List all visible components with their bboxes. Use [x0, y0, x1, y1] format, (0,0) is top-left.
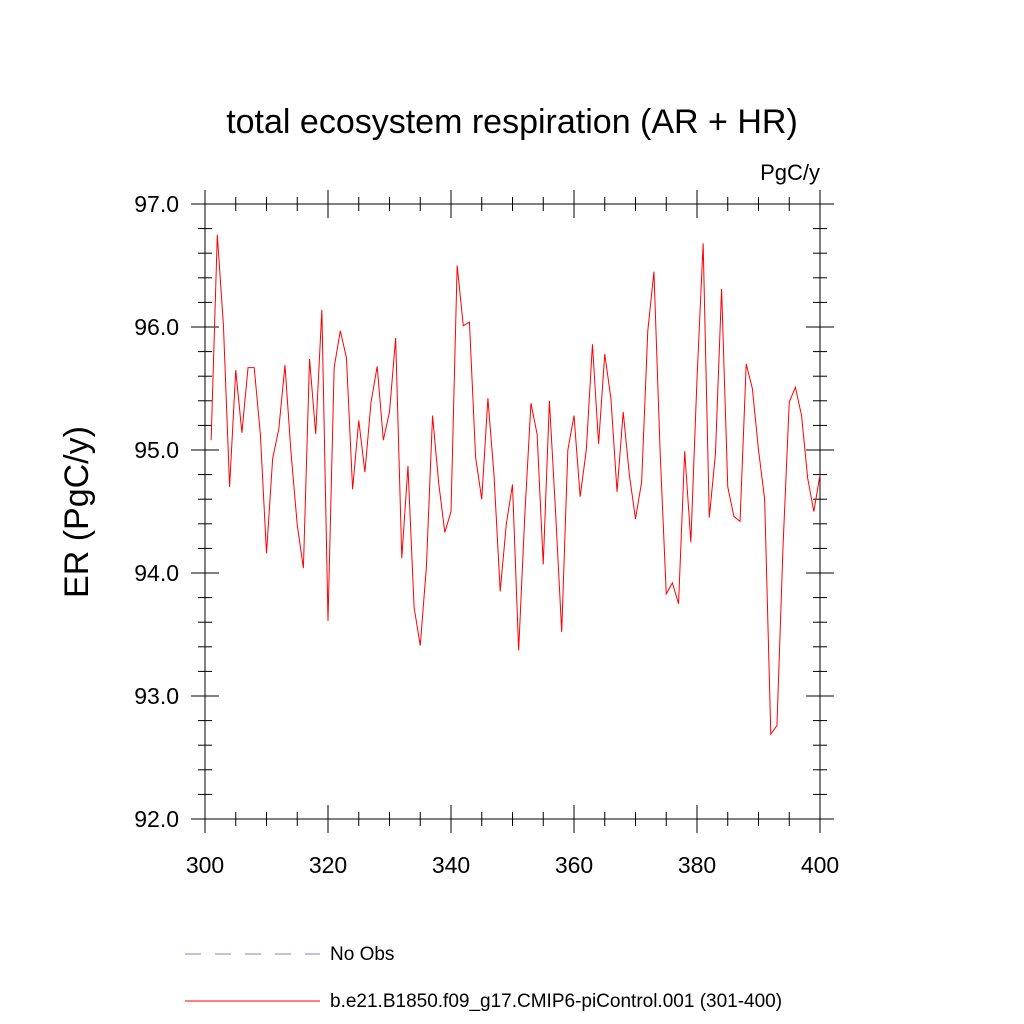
- y-tick-label: 97.0: [134, 191, 179, 217]
- plot-border: [204, 203, 821, 820]
- legend-label-no-obs: No Obs: [330, 944, 394, 965]
- y-axis: 92.0 93.0 94.0 95.0 96.0 97.0: [134, 191, 834, 832]
- legend-label-control-run: b.e21.B1850.f09_g17.CMIP6-piControl.001 …: [330, 991, 782, 1012]
- series-layer: [210, 234, 821, 736]
- x-axis: 300 320 340 360 380 400: [186, 190, 839, 878]
- legend: No Obs b.e21.B1850.f09_g17.CMIP6-piContr…: [185, 944, 782, 1012]
- y-tick-label: 96.0: [134, 314, 179, 340]
- y-tick-label: 92.0: [134, 806, 179, 832]
- x-tick-label: 340: [432, 852, 470, 878]
- x-tick-label: 360: [555, 852, 593, 878]
- y-tick-label: 94.0: [134, 560, 179, 586]
- y-tick-label: 93.0: [134, 683, 179, 709]
- chart-title: total ecosystem respiration (AR + HR): [226, 103, 798, 141]
- x-tick-label: 300: [186, 852, 224, 878]
- units-label: PgC/y: [760, 160, 820, 185]
- plot-frame: [204, 203, 821, 820]
- y-tick-label: 95.0: [134, 437, 179, 463]
- x-tick-label: 380: [678, 852, 716, 878]
- y-axis-label: ER (PgC/y): [58, 426, 96, 598]
- series-line-1: [210, 234, 821, 736]
- x-tick-label: 320: [309, 852, 347, 878]
- x-tick-label: 400: [801, 852, 839, 878]
